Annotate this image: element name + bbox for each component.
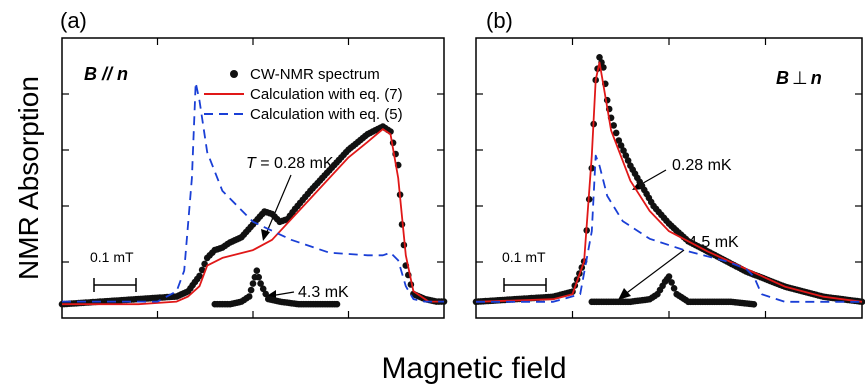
scale-bar-label-b: 0.1 mT	[502, 249, 546, 265]
series-0-point	[612, 129, 620, 137]
series-1-point	[668, 279, 675, 286]
series-1-point	[670, 285, 678, 292]
series-1-point	[259, 285, 267, 293]
series-1-point	[255, 273, 262, 281]
annotation-arrow-028	[265, 174, 292, 235]
panel-b: (b) B ⊥ n 0.28 mK 4.5 mK 0.1 mT	[472, 8, 865, 319]
series-1-point	[247, 286, 255, 294]
series-0-point	[620, 147, 627, 154]
y-axis-label: NMR Absorption	[13, 76, 44, 280]
scale-bar-label-a: 0.1 mT	[90, 249, 134, 265]
series-3-line	[476, 154, 862, 303]
annotation-arrowhead-028	[261, 229, 270, 241]
panel-a-label: (a)	[60, 8, 87, 33]
series-1-point	[750, 301, 758, 308]
series-0-point	[624, 157, 632, 164]
legend-label-eq5: Calculation with eq. (5)	[250, 106, 403, 123]
x-axis-label: Magnetic field	[381, 352, 566, 385]
series-0-point	[610, 122, 617, 129]
series-0-point	[201, 260, 208, 268]
series-2-line	[62, 128, 444, 306]
panel-b-label: (b)	[486, 8, 513, 33]
series-2-line	[475, 61, 863, 303]
series-1-point	[665, 273, 673, 280]
series-1-point	[257, 280, 264, 287]
legend: CW-NMR spectrum Calculation with eq. (7)…	[204, 66, 403, 123]
series-1-point	[253, 267, 261, 275]
series-0-point	[622, 152, 630, 159]
annotation-temp-028-b: 0.28 mK	[672, 157, 732, 174]
panel-b-ticks	[476, 38, 862, 318]
legend-marker-dots	[230, 70, 238, 78]
series-0-point	[596, 54, 603, 61]
annotation-temp-43: 4.3 mK	[298, 284, 349, 301]
series-1-point	[333, 300, 341, 308]
panel-a-plot	[58, 81, 448, 308]
field-orientation-label-b: B ⊥ n	[776, 68, 822, 88]
annotation-arrowhead-45	[618, 288, 631, 300]
series-1-point	[249, 280, 257, 287]
series-0-point	[615, 137, 623, 144]
series-0-point	[617, 142, 625, 149]
panel-b-plot	[472, 54, 865, 308]
legend-label-eq7: Calculation with eq. (7)	[250, 86, 403, 103]
panel-a-ticks	[62, 38, 444, 318]
series-1-point	[262, 290, 270, 298]
series-3-line	[62, 81, 444, 303]
legend-label-cw: CW-NMR spectrum	[250, 66, 380, 83]
panel-a: (a) B // n CW-NMR spectrum Calculation w…	[58, 8, 448, 319]
series-0-point	[198, 266, 206, 274]
series-1-point	[245, 293, 253, 300]
series-0-point	[196, 272, 203, 280]
annotation-arrow-45	[623, 249, 685, 296]
annotation-temp-028: T = 0.28 mK	[246, 155, 334, 172]
field-orientation-label-a: B // n	[84, 64, 128, 84]
series-0-point	[600, 64, 607, 71]
